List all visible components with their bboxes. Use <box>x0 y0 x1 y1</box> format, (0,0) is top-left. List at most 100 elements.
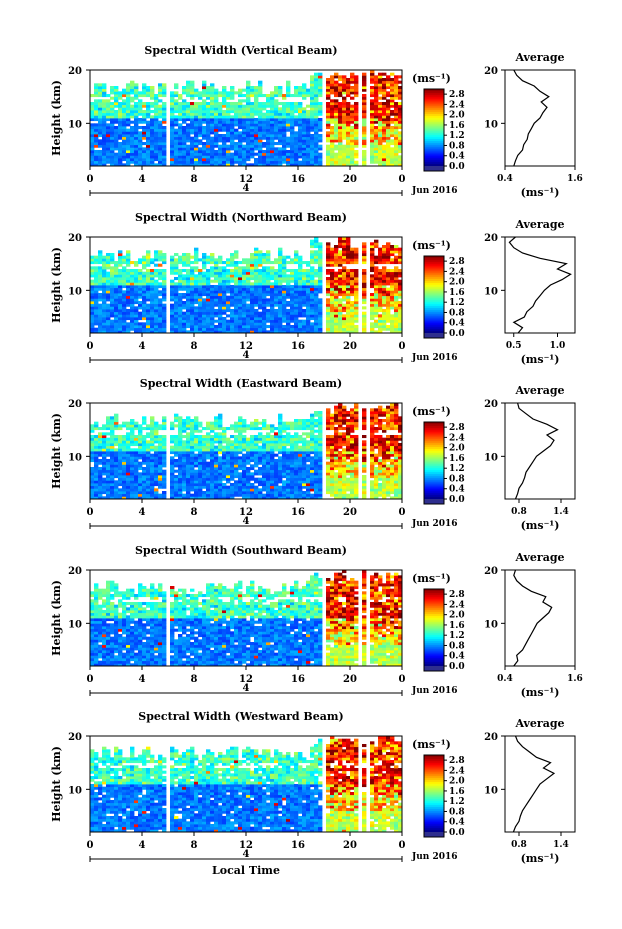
heatmap-cell <box>90 152 95 156</box>
heatmap-cell <box>126 451 131 455</box>
heatmap-cell <box>134 91 139 95</box>
heatmap-cell <box>154 104 159 108</box>
heatmap-cell <box>154 163 159 167</box>
heatmap-cell <box>246 107 251 111</box>
heatmap-cell <box>378 115 383 119</box>
heatmap-cell <box>222 330 227 334</box>
heatmap-cell <box>346 303 351 307</box>
heatmap-cell <box>314 261 319 265</box>
heatmap-cell <box>298 120 303 124</box>
heatmap-cell <box>158 290 163 294</box>
heatmap-cell <box>202 266 207 270</box>
heatmap-cell <box>162 477 167 481</box>
heatmap-cell <box>386 142 391 146</box>
heatmap-cell <box>122 131 127 135</box>
heatmap-cell <box>338 239 343 243</box>
heatmap-cell <box>162 139 167 143</box>
heatmap-cell <box>126 443 131 447</box>
heatmap-cell <box>90 155 95 159</box>
heatmap-cell <box>122 467 127 471</box>
heatmap-cell <box>154 469 159 473</box>
y-tick-label: 20 <box>68 233 82 244</box>
heatmap-cell <box>126 279 131 283</box>
heatmap-cell <box>278 128 283 132</box>
heatmap-cell <box>250 107 255 111</box>
heatmap-cell <box>374 239 379 243</box>
heatmap-cell <box>350 250 355 254</box>
heatmap-cell <box>346 247 351 251</box>
heatmap-cell <box>198 293 203 297</box>
heatmap-cell <box>246 314 251 318</box>
heatmap-cell <box>150 158 155 162</box>
heatmap-cell <box>254 277 259 281</box>
heatmap-cell <box>210 120 215 124</box>
heatmap-cell <box>318 303 323 307</box>
heatmap-cell <box>338 237 343 241</box>
heatmap-cell <box>354 107 359 111</box>
heatmap-cell <box>274 327 279 331</box>
heatmap-cell <box>150 104 155 108</box>
heatmap-cell <box>386 147 391 151</box>
colorbar-swatch <box>424 284 444 288</box>
heatmap-cell <box>394 301 399 305</box>
heatmap-cell <box>150 319 155 323</box>
heatmap-cell <box>338 287 343 291</box>
heatmap-cell <box>374 160 379 164</box>
heatmap-cell <box>314 123 319 127</box>
heatmap-cell <box>262 118 267 122</box>
heatmap-cell <box>202 131 207 135</box>
heatmap-cell <box>262 136 267 140</box>
heatmap-cell <box>214 309 219 313</box>
heatmap-cell <box>242 120 247 124</box>
heatmap-cell <box>258 147 263 151</box>
heatmap-cell <box>134 88 139 92</box>
heatmap-cell <box>126 250 131 254</box>
heatmap-cell <box>298 128 303 132</box>
heatmap-cell <box>338 306 343 310</box>
heatmap-cell <box>350 247 355 251</box>
heatmap-cell <box>134 287 139 291</box>
heatmap-cell <box>94 453 99 457</box>
heatmap-cell <box>122 99 127 103</box>
heatmap-cell <box>310 75 315 79</box>
heatmap-cell <box>262 120 267 124</box>
heatmap-cell <box>398 80 403 84</box>
heatmap-cell <box>334 293 339 297</box>
heatmap-cell <box>106 311 111 315</box>
heatmap-cell <box>94 445 99 449</box>
heatmap-cell <box>250 317 255 321</box>
heatmap-cell <box>94 424 99 428</box>
heatmap-cell <box>90 285 95 289</box>
heatmap-cell <box>394 266 399 270</box>
heatmap-cell <box>198 163 203 167</box>
heatmap-cell <box>382 163 387 167</box>
heatmap-cell <box>330 128 335 132</box>
heatmap-cell <box>154 287 159 291</box>
heatmap-cell <box>302 91 307 95</box>
heatmap-cell <box>202 163 207 167</box>
heatmap-cell <box>146 142 151 146</box>
heatmap-cell <box>374 293 379 297</box>
heatmap-cell <box>270 120 275 124</box>
heatmap-cell <box>154 255 159 259</box>
heatmap-cell <box>118 126 123 130</box>
heatmap-cell <box>346 126 351 130</box>
heatmap-cell <box>130 88 135 92</box>
heatmap-cell <box>162 475 167 479</box>
heatmap-cell <box>342 134 347 138</box>
heatmap-cell <box>374 285 379 289</box>
heatmap-cell <box>246 152 251 156</box>
heatmap-cell <box>214 142 219 146</box>
heatmap-cell <box>154 134 159 138</box>
heatmap-cell <box>214 99 219 103</box>
heatmap-cell <box>274 293 279 297</box>
heatmap-cell <box>294 309 299 313</box>
heatmap-cell <box>342 155 347 159</box>
heatmap-cell <box>186 469 191 473</box>
heatmap-cell <box>394 147 399 151</box>
heatmap-cell <box>122 285 127 289</box>
heatmap-cell <box>134 160 139 164</box>
heatmap-cell <box>370 242 375 246</box>
heatmap-cell <box>106 128 111 132</box>
heatmap-cell <box>126 459 131 463</box>
